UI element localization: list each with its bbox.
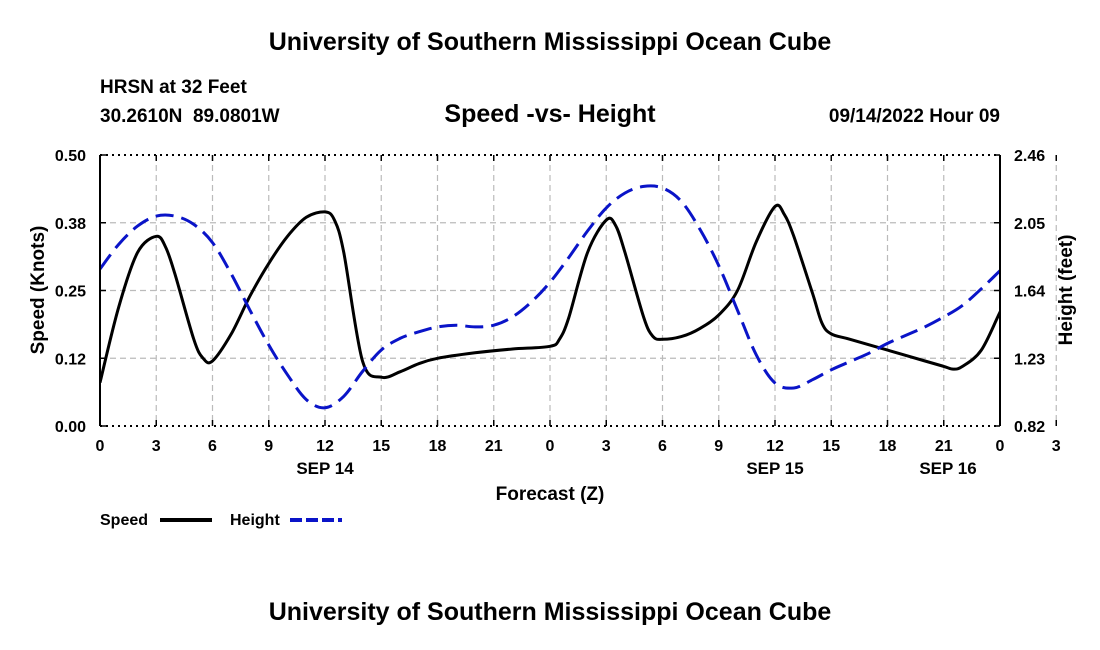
y-tick-label-left: 0.50 <box>55 148 86 165</box>
x-tick-label: 12 <box>766 438 784 455</box>
series-lines <box>100 184 1000 410</box>
x-tick-label: 3 <box>1052 438 1061 455</box>
x-tick-label: 0 <box>546 438 555 455</box>
legend-height-label: Height <box>230 512 280 529</box>
x-axis-label: Forecast (Z) <box>496 484 605 505</box>
x-tick-label: 18 <box>879 438 897 455</box>
date-label: SEP 16 <box>919 459 976 478</box>
x-tick-label: 3 <box>602 438 611 455</box>
date-label: SEP 14 <box>296 459 354 478</box>
x-tick-label: 15 <box>372 438 390 455</box>
station-name: HRSN at 32 Feet <box>100 77 247 98</box>
series-line-height <box>100 184 1000 410</box>
legend-speed-label: Speed <box>100 512 148 529</box>
y-axis-right-label: Height (feet) <box>1056 235 1077 346</box>
y-tick-label-right: 0.82 <box>1014 419 1045 436</box>
series-line-speed <box>100 203 1000 383</box>
grid-lines <box>100 155 1057 426</box>
axis-labels: Forecast (Z) Speed (Knots) Height (feet) <box>28 226 1077 505</box>
forecast-timestamp: 09/14/2022 Hour 09 <box>828 106 1000 127</box>
main-title: University of Southern Mississippi Ocean… <box>268 28 832 56</box>
x-tick-label: 0 <box>96 438 105 455</box>
x-tick-label: 18 <box>429 438 447 455</box>
x-tick-label: 15 <box>822 438 840 455</box>
station-coords: 30.2610N 89.0801W <box>100 106 280 127</box>
y-tick-label-right: 2.46 <box>1014 148 1045 165</box>
y-tick-label-left: 0.25 <box>55 284 86 301</box>
y-tick-label-left: 0.12 <box>55 351 86 368</box>
x-tick-label: 12 <box>316 438 334 455</box>
y-tick-label-right: 2.05 <box>1014 216 1045 233</box>
chart-title: Speed -vs- Height <box>444 100 656 128</box>
y-tick-label-left: 0.00 <box>55 419 86 436</box>
x-tick-label: 21 <box>485 438 503 455</box>
x-tick-label: 9 <box>264 438 273 455</box>
speed-height-chart: 0369121518210369121518210360.000.820.121… <box>28 148 1077 529</box>
x-tick-label: 3 <box>152 438 161 455</box>
legend: Speed Height <box>100 512 342 529</box>
axis-ticks: 0369121518210369121518210360.000.820.121… <box>55 148 1061 478</box>
y-axis-left-label: Speed (Knots) <box>28 226 49 355</box>
y-tick-label-right: 1.23 <box>1014 351 1045 368</box>
y-tick-label-right: 1.64 <box>1014 284 1045 301</box>
x-tick-label: 6 <box>658 438 667 455</box>
x-tick-label: 0 <box>996 438 1005 455</box>
x-tick-label: 21 <box>935 438 953 455</box>
date-label: SEP 15 <box>746 459 803 478</box>
y-tick-label-left: 0.38 <box>55 216 86 233</box>
x-tick-label: 6 <box>208 438 217 455</box>
x-tick-label: 9 <box>714 438 723 455</box>
footer-title: University of Southern Mississippi Ocean… <box>268 598 832 626</box>
